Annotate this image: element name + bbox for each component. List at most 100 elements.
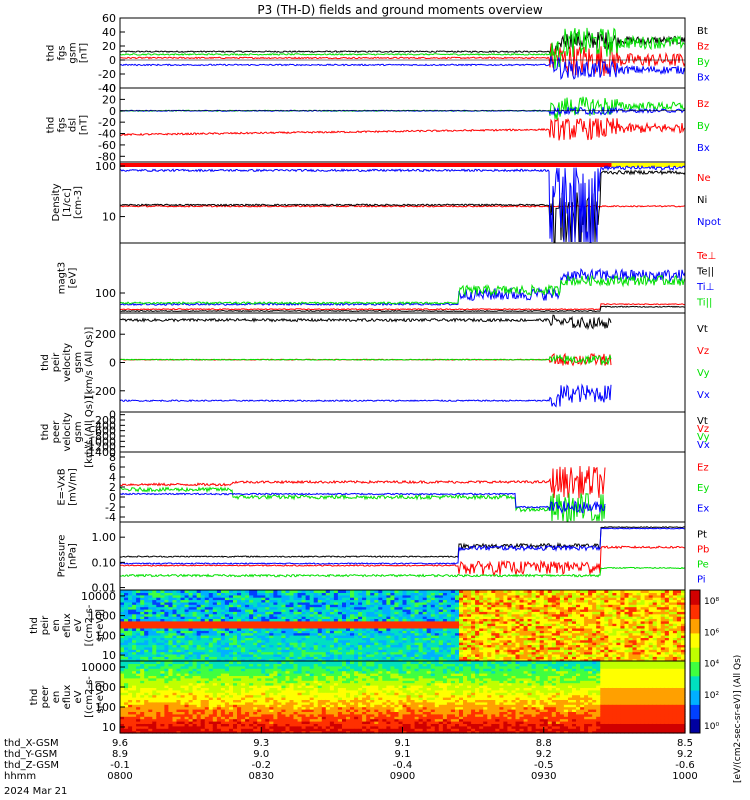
heatmap-cell	[204, 597, 210, 601]
heatmap-cell	[184, 658, 190, 662]
heatmap-cell	[212, 649, 218, 653]
heatmap-cells	[120, 661, 686, 734]
heatmap-cell	[224, 653, 230, 657]
heatmap-cell	[144, 625, 149, 629]
heatmap-cell	[124, 604, 129, 608]
heatmap-cell	[204, 620, 210, 624]
heatmap-cell	[188, 618, 194, 622]
heatmap-cell	[164, 642, 169, 646]
legend-entry: Pt	[697, 530, 707, 541]
heatmap-cell	[208, 649, 214, 653]
heatmap-cell	[208, 635, 214, 638]
heatmap-cell	[128, 599, 133, 603]
heatmap-cell	[164, 630, 169, 634]
heatmap-cell	[172, 642, 178, 646]
heatmap-cell	[168, 632, 173, 636]
heatmap-cell	[168, 606, 173, 610]
heatmap-cell	[180, 644, 186, 648]
heatmap-cell	[208, 590, 214, 593]
heatmap-cell	[132, 597, 137, 601]
heatmap-cell	[269, 623, 274, 627]
heatmap-cell	[196, 606, 202, 610]
heatmap-cell	[241, 606, 246, 610]
heatmap-cell	[168, 637, 173, 641]
heatmap-cell	[144, 658, 149, 662]
heatmap-cell	[261, 658, 266, 662]
heatmap-cell	[136, 616, 141, 619]
heatmap-cell	[144, 608, 149, 612]
heatmap-cell	[245, 625, 250, 629]
heatmap-cell	[204, 601, 210, 605]
heatmap-cell	[208, 627, 214, 631]
heatmap-cell	[152, 616, 157, 619]
heatmap-cell	[224, 592, 230, 596]
heatmap-cell	[120, 601, 125, 605]
heatmap-cell	[241, 616, 246, 619]
heatmap-cell	[249, 649, 254, 653]
heatmap-cell	[156, 606, 161, 610]
heatmap-cell	[224, 656, 230, 660]
heatmap-cell	[200, 627, 206, 631]
heatmap-cell	[132, 620, 137, 624]
heatmap-cell	[233, 604, 238, 608]
heatmap-cell	[164, 635, 169, 638]
heatmap-cell	[224, 649, 230, 653]
heatmap-cell	[168, 649, 173, 653]
heatmap-cell	[124, 646, 129, 650]
heatmap-cell	[200, 625, 206, 629]
heatmap-cell	[204, 642, 210, 646]
heatmap-cell	[200, 642, 206, 646]
y-tick-label: 0.10	[92, 556, 117, 569]
heatmap-cells	[120, 590, 686, 662]
heatmap-cell	[265, 601, 270, 605]
heatmap-cell	[229, 606, 234, 610]
heatmap-cell	[164, 606, 169, 610]
heatmap-cell	[164, 653, 169, 657]
heatmap-cell	[261, 618, 266, 622]
heatmap-cell	[128, 625, 133, 629]
heatmap-cell	[152, 653, 157, 657]
heatmap-cell	[229, 608, 234, 612]
heatmap-cell	[237, 613, 242, 617]
heatmap-cell	[204, 590, 210, 593]
heatmap-cell	[237, 646, 242, 650]
heatmap-cell	[192, 604, 198, 608]
heatmap-cell	[253, 656, 258, 660]
legend-entry: Vy	[697, 432, 710, 443]
heatmap-cell	[184, 635, 190, 638]
heatmap-cell	[192, 611, 198, 615]
heatmap-cell	[265, 608, 270, 612]
heatmap-cell	[168, 597, 173, 601]
heatmap-cell	[176, 590, 182, 593]
heatmap-cell	[261, 590, 266, 593]
heatmap-cell	[257, 611, 262, 615]
heatmap-cell	[253, 639, 258, 643]
heatmap-cell	[257, 627, 262, 631]
heatmap-cell	[261, 604, 266, 608]
heatmap-cell	[257, 590, 262, 593]
heatmap-cell	[176, 604, 182, 608]
heatmap-cell	[265, 651, 270, 655]
heatmap-cell	[160, 639, 165, 643]
heatmap-cell	[245, 597, 250, 601]
heatmap-cell	[208, 611, 214, 615]
heatmap-cell	[168, 644, 173, 648]
heatmap-cell	[229, 627, 234, 631]
heatmap-cell	[132, 608, 137, 612]
heatmap-cell	[237, 653, 242, 657]
heatmap-cell	[168, 594, 173, 598]
heatmap-cell	[180, 590, 186, 593]
heatmap-cell	[192, 651, 198, 655]
heatmap-cell	[257, 613, 262, 617]
heatmap-cell	[220, 656, 226, 660]
heatmap-cell	[212, 611, 218, 615]
legend-entry: Bt	[697, 26, 708, 37]
heatmap-cell	[156, 653, 161, 657]
y-axis-label: en	[51, 619, 62, 632]
legend-entry: Vx	[697, 440, 710, 451]
heatmap-cell	[184, 590, 190, 593]
heatmap-cell	[200, 644, 206, 648]
heatmap-cell	[176, 649, 182, 653]
heatmap-cell	[188, 637, 194, 641]
